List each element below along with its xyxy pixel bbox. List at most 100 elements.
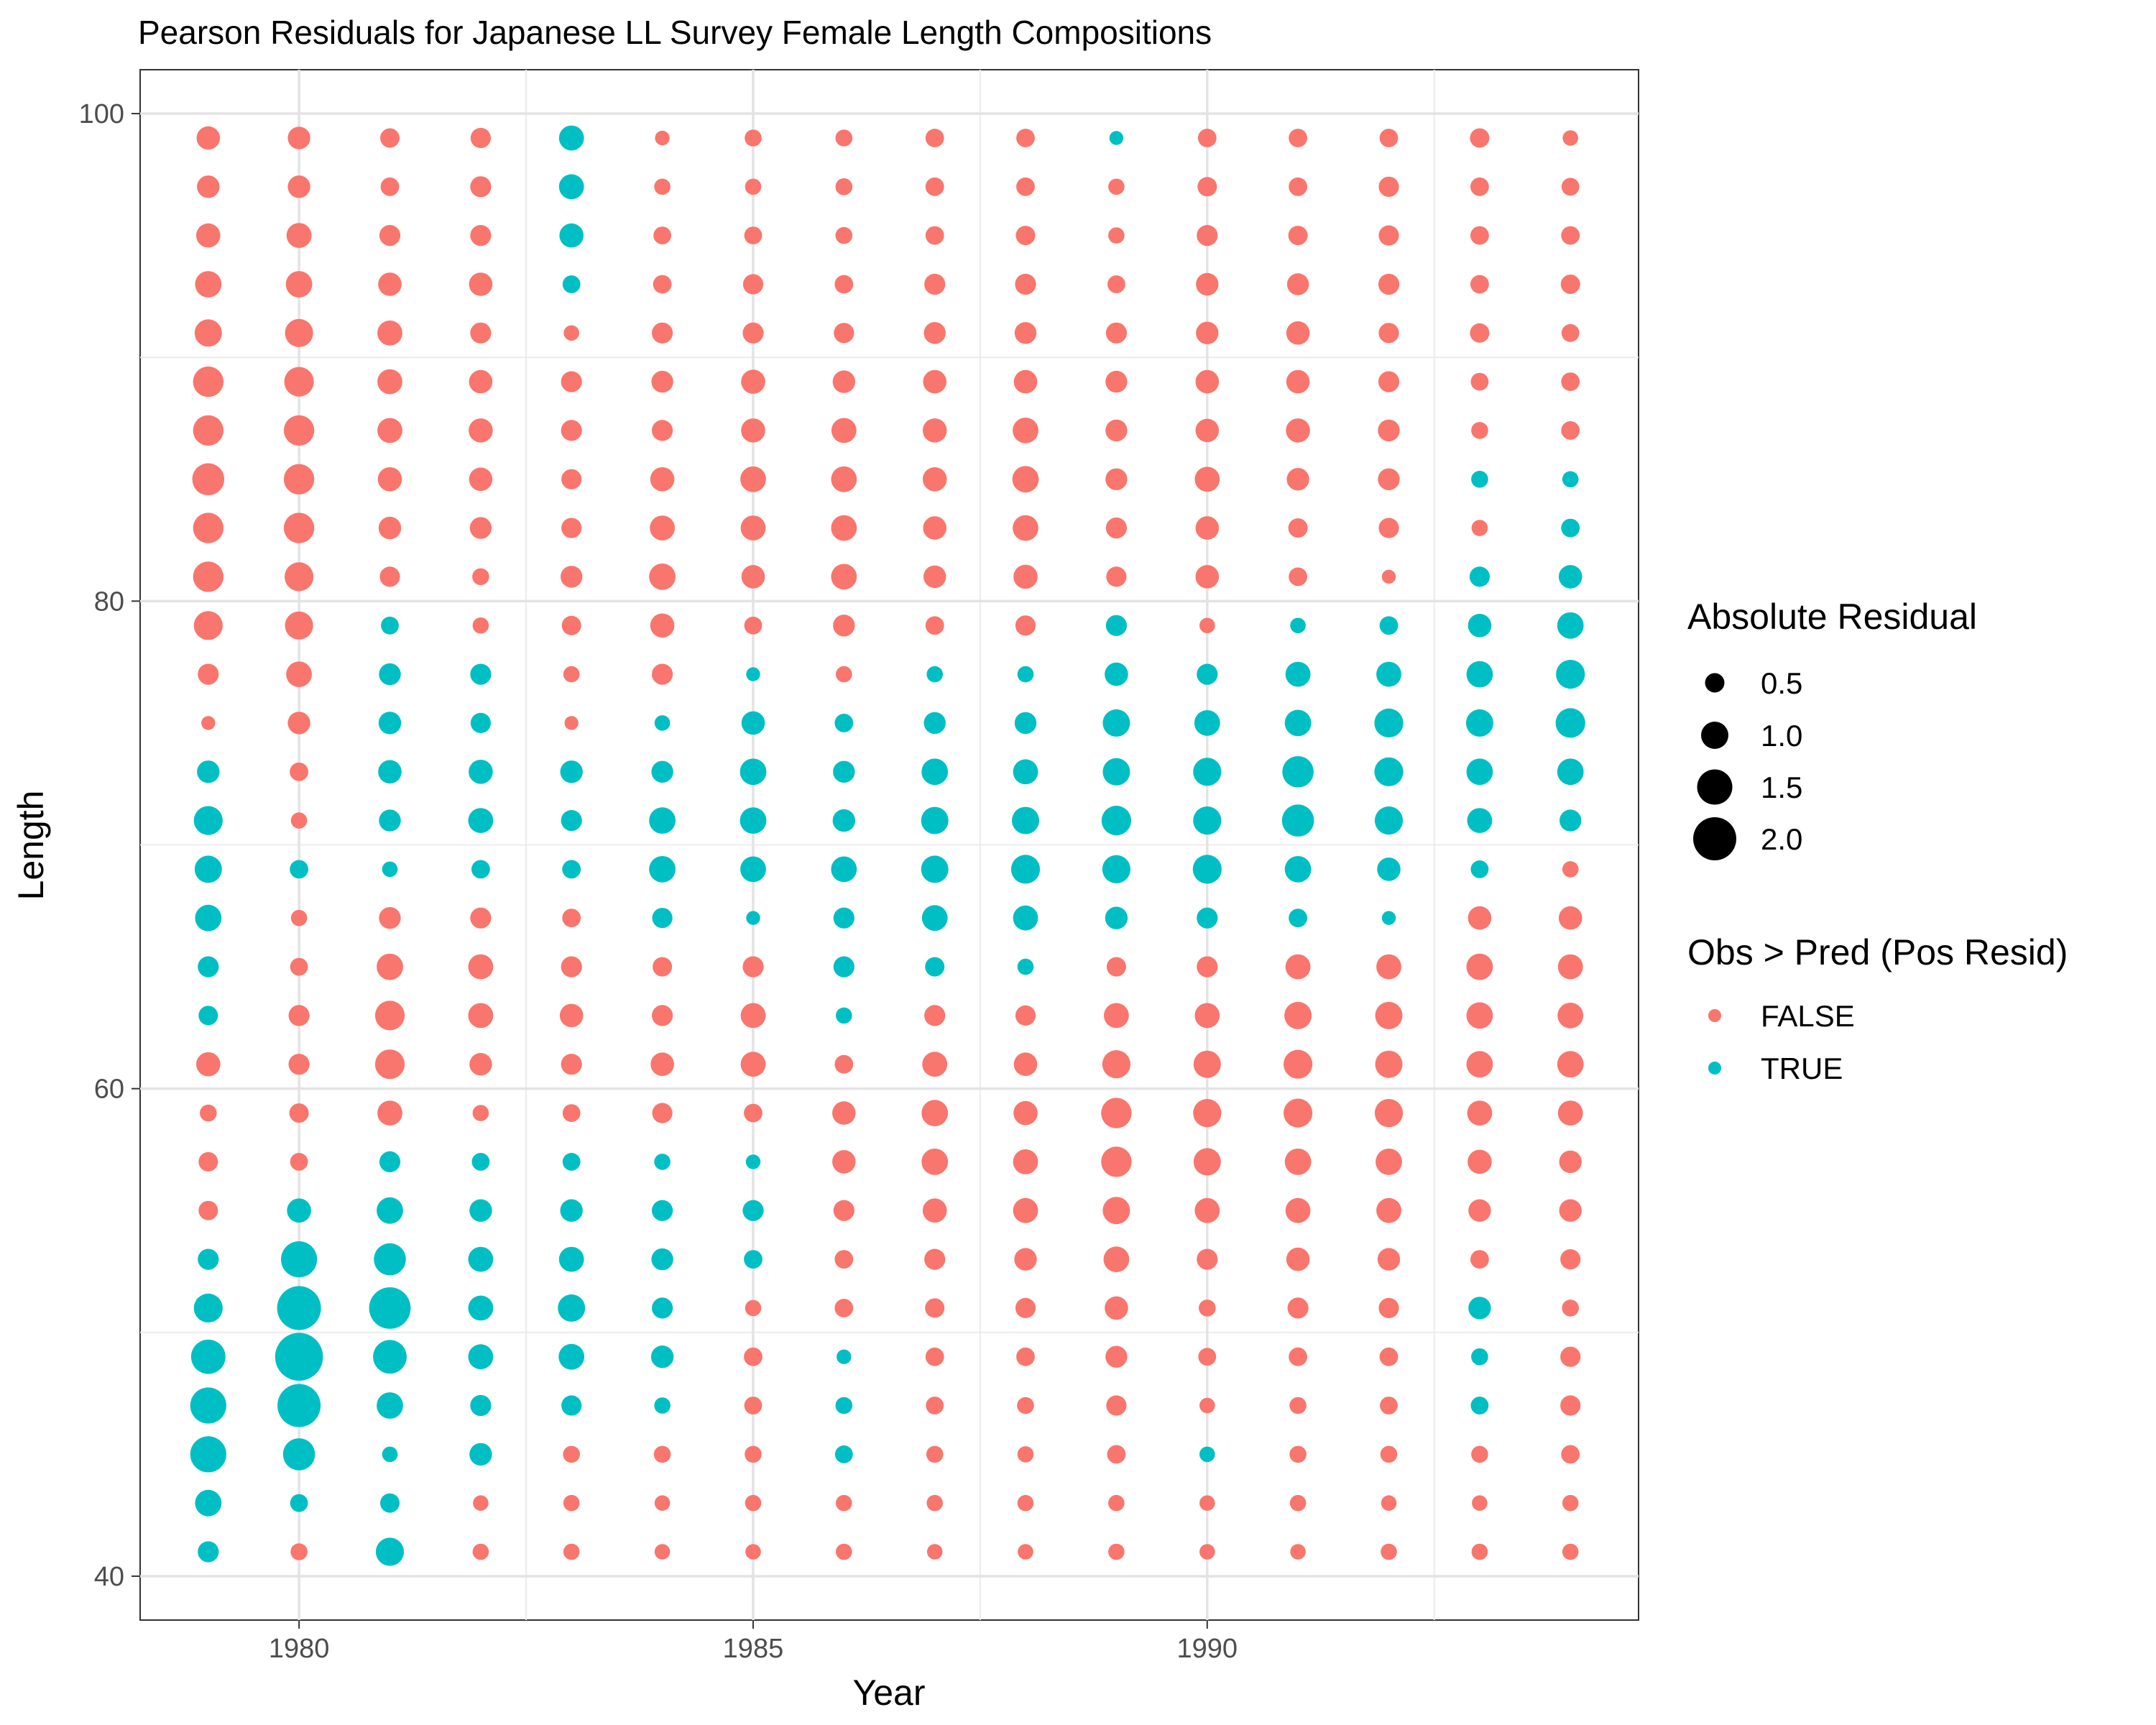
residual-point-1988-99 [1016,129,1035,147]
residual-point-1991-61 [1284,1049,1313,1079]
size-legend: Absolute Residual 0.5 1.0 1.5 2.0 [1687,597,1977,860]
residual-point-1981-47 [377,1392,403,1419]
residual-point-1984-45 [653,1445,671,1463]
residual-point-1989-61 [1102,1050,1130,1079]
size-legend-title: Absolute Residual [1687,597,1977,637]
residual-point-1981-61 [374,1049,405,1080]
residual-point-1994-87 [1561,421,1580,440]
residual-point-1993-97 [1470,177,1489,196]
residual-point-1992-45 [1380,1445,1398,1463]
residual-point-1981-69 [382,861,398,878]
residual-point-1993-73 [1466,758,1493,786]
residual-point-1989-89 [1105,370,1128,393]
residual-point-1993-81 [1469,566,1490,587]
size-legend-label-1.0: 1.0 [1761,719,1802,753]
residual-point-1983-91 [563,325,579,341]
residual-point-1989-71 [1101,806,1131,836]
residual-point-1985-81 [741,565,765,589]
residual-point-1989-63 [1104,1003,1129,1029]
residual-point-1985-89 [741,369,765,394]
residual-point-1990-57 [1193,1148,1221,1176]
residual-point-1989-53 [1103,1246,1130,1272]
residual-point-1983-53 [558,1246,584,1272]
residual-point-1985-65 [742,956,764,978]
residual-point-1980-99 [287,126,310,150]
residual-point-1981-83 [378,516,402,540]
residual-point-1993-69 [1470,860,1489,878]
residual-point-1990-67 [1197,907,1218,929]
residual-point-1979-47 [190,1387,226,1424]
residual-point-1987-45 [926,1445,944,1463]
residual-point-1994-55 [1559,1199,1582,1222]
residual-point-1994-81 [1558,565,1583,589]
residual-point-1992-53 [1377,1248,1401,1271]
residual-point-1989-95 [1108,227,1125,244]
residual-point-1993-53 [1470,1250,1489,1269]
size-legend-label-0.5: 0.5 [1761,666,1802,700]
residual-point-1992-41 [1381,1543,1397,1560]
residual-point-1985-73 [740,758,767,786]
residual-point-1991-81 [1289,567,1307,586]
residual-point-1993-65 [1466,953,1493,980]
residual-point-1987-73 [921,758,949,786]
residual-point-1979-63 [198,1006,218,1026]
residual-point-1993-89 [1470,372,1489,391]
residual-point-1994-89 [1561,372,1580,391]
residual-point-1992-55 [1376,1197,1401,1223]
residual-point-1985-63 [740,1003,766,1029]
residual-point-1990-63 [1194,1003,1220,1029]
residual-point-1986-65 [833,956,854,978]
residual-point-1988-63 [1015,1005,1036,1026]
residual-point-1990-79 [1199,617,1215,634]
residual-point-1993-95 [1470,226,1489,245]
residual-point-1984-71 [649,807,676,834]
residual-point-1986-97 [835,178,853,196]
residual-point-1990-95 [1197,225,1218,247]
residual-point-1987-43 [926,1494,943,1512]
residual-point-1980-59 [289,1103,309,1123]
residual-point-1981-81 [379,566,400,587]
color-legend: Obs > Pred (Pos Resid) FALSE TRUE [1687,932,2068,1085]
residual-point-1984-97 [654,178,671,196]
residual-point-1994-41 [1562,1543,1579,1560]
residual-point-1983-67 [562,908,581,928]
residual-point-1991-65 [1285,954,1311,980]
residual-point-1981-53 [374,1243,406,1276]
residual-point-1982-61 [469,1053,492,1076]
residual-point-1989-65 [1106,957,1126,977]
residual-point-1993-99 [1470,128,1490,148]
residual-point-1980-63 [288,1005,310,1026]
residual-point-1989-83 [1105,518,1127,539]
residual-point-1992-71 [1374,806,1404,835]
residual-point-1993-85 [1471,471,1488,488]
residual-point-1982-73 [469,760,493,784]
residual-point-1993-45 [1471,1445,1488,1463]
residual-point-1986-95 [835,226,853,244]
residual-point-1990-41 [1199,1544,1215,1560]
residual-point-1982-81 [472,568,489,586]
residual-point-1986-43 [836,1494,852,1512]
residual-point-1983-97 [558,174,584,200]
residual-point-1990-53 [1197,1248,1218,1270]
residual-point-1991-59 [1284,1098,1313,1128]
residual-point-1988-57 [1013,1149,1038,1174]
residual-point-1991-63 [1284,1001,1312,1029]
residual-point-1990-85 [1194,466,1220,492]
residual-point-1983-81 [561,566,583,588]
residual-point-1979-83 [193,512,224,543]
x-tick-label-1980: 1980 [269,1634,330,1664]
residual-point-1986-89 [832,370,856,393]
residual-point-1981-91 [377,320,402,346]
residual-point-1993-63 [1466,1002,1493,1029]
residual-point-1981-45 [382,1446,398,1463]
residual-point-1981-97 [380,177,400,196]
residual-point-1991-95 [1288,226,1308,246]
residual-point-1994-67 [1558,906,1583,930]
residual-point-1979-97 [197,175,220,198]
residual-point-1994-47 [1560,1395,1581,1416]
residual-point-1988-93 [1015,273,1036,295]
residual-point-1980-49 [275,1333,323,1381]
residual-point-1987-89 [923,369,946,394]
residual-point-1986-93 [834,275,854,294]
residual-point-1986-59 [832,1101,856,1125]
